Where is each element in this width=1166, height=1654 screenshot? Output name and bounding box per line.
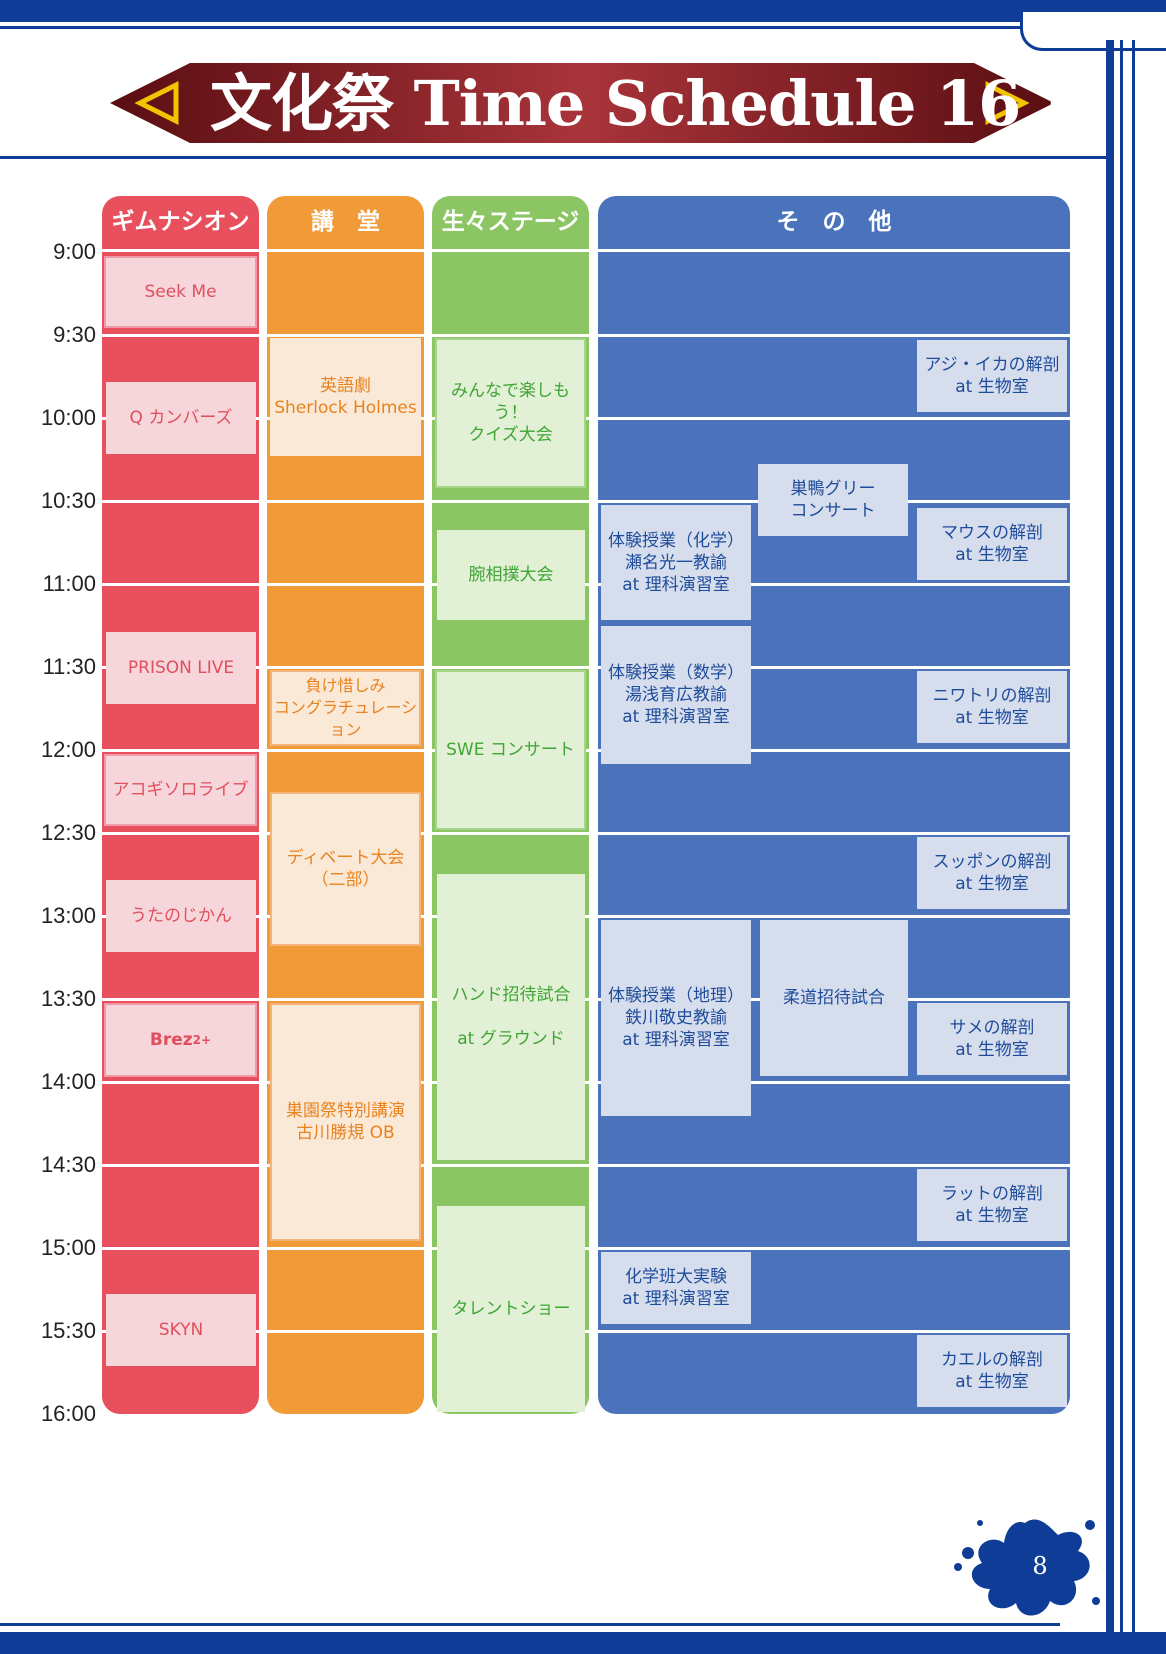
page-number: 8 xyxy=(1032,1552,1048,1580)
time-label: 9:30 xyxy=(53,322,96,347)
grid-line xyxy=(100,249,1072,252)
grid-line xyxy=(100,1081,1072,1084)
event-hall: 英語劇 Sherlock Holmes xyxy=(270,338,421,456)
grid-line xyxy=(100,1330,1072,1333)
event-stage: タレントショー xyxy=(437,1206,585,1412)
column-header-stage: 生々ステージ xyxy=(441,209,580,235)
time-label: 15:30 xyxy=(40,1318,96,1343)
event-other: 体験授業（化学） 瀬名光一教諭 at 理科演習室 xyxy=(601,505,751,620)
arrow-left-icon xyxy=(134,80,179,126)
event-stage: みんなで楽しもう！ クイズ大会 xyxy=(435,338,586,488)
grid-line xyxy=(100,417,1072,420)
title-banner xyxy=(110,63,1054,143)
arrow-right-icon xyxy=(985,80,1030,126)
time-label: 10:00 xyxy=(40,405,96,430)
grid-line xyxy=(100,666,1072,669)
event-gym-sup: 2+ xyxy=(192,1033,212,1047)
event-other: カエルの解剖 at 生物室 xyxy=(917,1335,1067,1407)
event-gym: うたのじかん xyxy=(106,880,256,952)
event-gym: Q カンバーズ xyxy=(106,382,256,454)
event-other: マウスの解剖 at 生物室 xyxy=(917,508,1067,580)
time-label: 12:30 xyxy=(40,820,96,845)
event-gym: Brez 2+ xyxy=(104,1003,257,1077)
time-label: 13:00 xyxy=(40,903,96,928)
time-label: 15:00 xyxy=(40,1235,96,1260)
page-frame-right-line xyxy=(1132,40,1135,1640)
grid-line xyxy=(100,583,1072,586)
event-other: 体験授業（地理） 鉄川敬史教諭 at 理科演習室 xyxy=(601,920,751,1116)
time-label: 14:30 xyxy=(40,1152,96,1177)
grid-line xyxy=(100,749,1072,752)
page-frame-corner xyxy=(1020,12,1166,51)
event-other: スッポンの解剖 at 生物室 xyxy=(917,837,1067,909)
time-label: 11:00 xyxy=(42,571,96,596)
event-gym: PRISON LIVE xyxy=(106,632,256,704)
header-divider xyxy=(0,156,1110,159)
grid-line xyxy=(100,334,1072,337)
grid-line xyxy=(100,500,1072,503)
grid-line xyxy=(100,1247,1072,1250)
event-other: アジ・イカの解剖 at 生物室 xyxy=(917,340,1067,412)
event-gym: SKYN xyxy=(106,1294,256,1366)
event-other: サメの解剖 at 生物室 xyxy=(917,1003,1067,1075)
time-label: 13:30 xyxy=(40,986,96,1011)
grid-line xyxy=(100,832,1072,835)
event-stage: SWE コンサート xyxy=(435,670,586,830)
time-label: 10:30 xyxy=(40,488,96,513)
event-other: 巣鴨グリー コンサート xyxy=(758,464,908,536)
event-hall: 巣園祭特別講演 古川勝規 OB xyxy=(270,1003,421,1241)
event-stage: 腕相撲大会 xyxy=(437,530,585,620)
grid-line xyxy=(100,998,1072,1001)
time-label: 11:30 xyxy=(42,654,96,679)
page-frame-right xyxy=(1106,40,1114,1640)
event-other: 体験授業（数学） 湯浅育広教諭 at 理科演習室 xyxy=(601,626,751,764)
column-header-gym: ギムナシオン xyxy=(111,209,250,235)
event-stage: ハンド招待試合 at グラウンド xyxy=(437,874,585,1160)
event-other: ラットの解剖 at 生物室 xyxy=(917,1169,1067,1241)
event-other: 柔道招待試合 xyxy=(760,920,908,1076)
time-label: 9:00 xyxy=(53,239,96,264)
page-frame-top xyxy=(0,0,1166,22)
page-frame-bottom xyxy=(0,1632,1166,1654)
time-label: 14:00 xyxy=(40,1069,96,1094)
page-title: 文化祭 Time Schedule 16 日 xyxy=(210,67,1103,140)
paint-splash-icon xyxy=(954,1519,1100,1616)
time-label: 16:00 xyxy=(40,1401,96,1426)
page-frame-top-line xyxy=(0,26,1020,29)
page-frame-bottom-line xyxy=(0,1623,1060,1626)
column-header-hall: 講 堂 xyxy=(311,209,380,235)
column-header-other: そ の 他 xyxy=(776,209,892,235)
time-label: 12:00 xyxy=(40,737,96,762)
event-other: ニワトリの解剖 at 生物室 xyxy=(917,671,1067,743)
grid-line xyxy=(100,1164,1072,1167)
page-frame-right-line xyxy=(1120,40,1123,1640)
grid-line xyxy=(100,915,1072,918)
event-other: 化学班大実験 at 理科演習室 xyxy=(601,1252,751,1324)
event-hall: 負け惜しみ コングラチュレーション xyxy=(270,670,421,746)
event-gym-label: Brez xyxy=(149,1030,193,1050)
event-hall: ディベート大会 （二部） xyxy=(270,792,421,946)
event-gym: Seek Me xyxy=(104,256,257,328)
event-gym: アコギソロライブ xyxy=(104,754,257,826)
